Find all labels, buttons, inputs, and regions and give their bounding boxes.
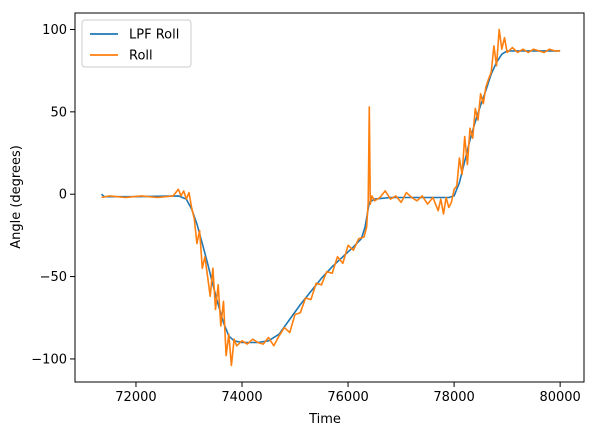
legend-label: LPF Roll (129, 28, 179, 43)
x-tick-label: 80000 (539, 390, 580, 405)
legend-label: Roll (129, 49, 153, 64)
series-line-roll (101, 28, 561, 367)
x-tick-label: 74000 (221, 390, 262, 405)
y-axis-label: Angle (degrees) (9, 145, 24, 249)
y-tick-label: 50 (50, 105, 67, 120)
y-tick-label: 0 (59, 188, 67, 203)
y-tick-label: 100 (42, 23, 67, 38)
x-tick-label: 72000 (115, 390, 156, 405)
y-tick-label: −50 (40, 270, 67, 285)
y-tick-label: −100 (31, 352, 67, 367)
x-tick-label: 76000 (327, 390, 368, 405)
plot-frame (74, 12, 585, 383)
legend: LPF Roll Roll (81, 19, 192, 68)
x-tick-label: 78000 (433, 390, 474, 405)
plot-lines (100, 28, 561, 367)
x-axis-label: Time (308, 412, 341, 427)
y-axis: −100 −50 0 50 100 (31, 23, 75, 367)
x-axis: 72000 74000 76000 78000 80000 (115, 382, 581, 405)
